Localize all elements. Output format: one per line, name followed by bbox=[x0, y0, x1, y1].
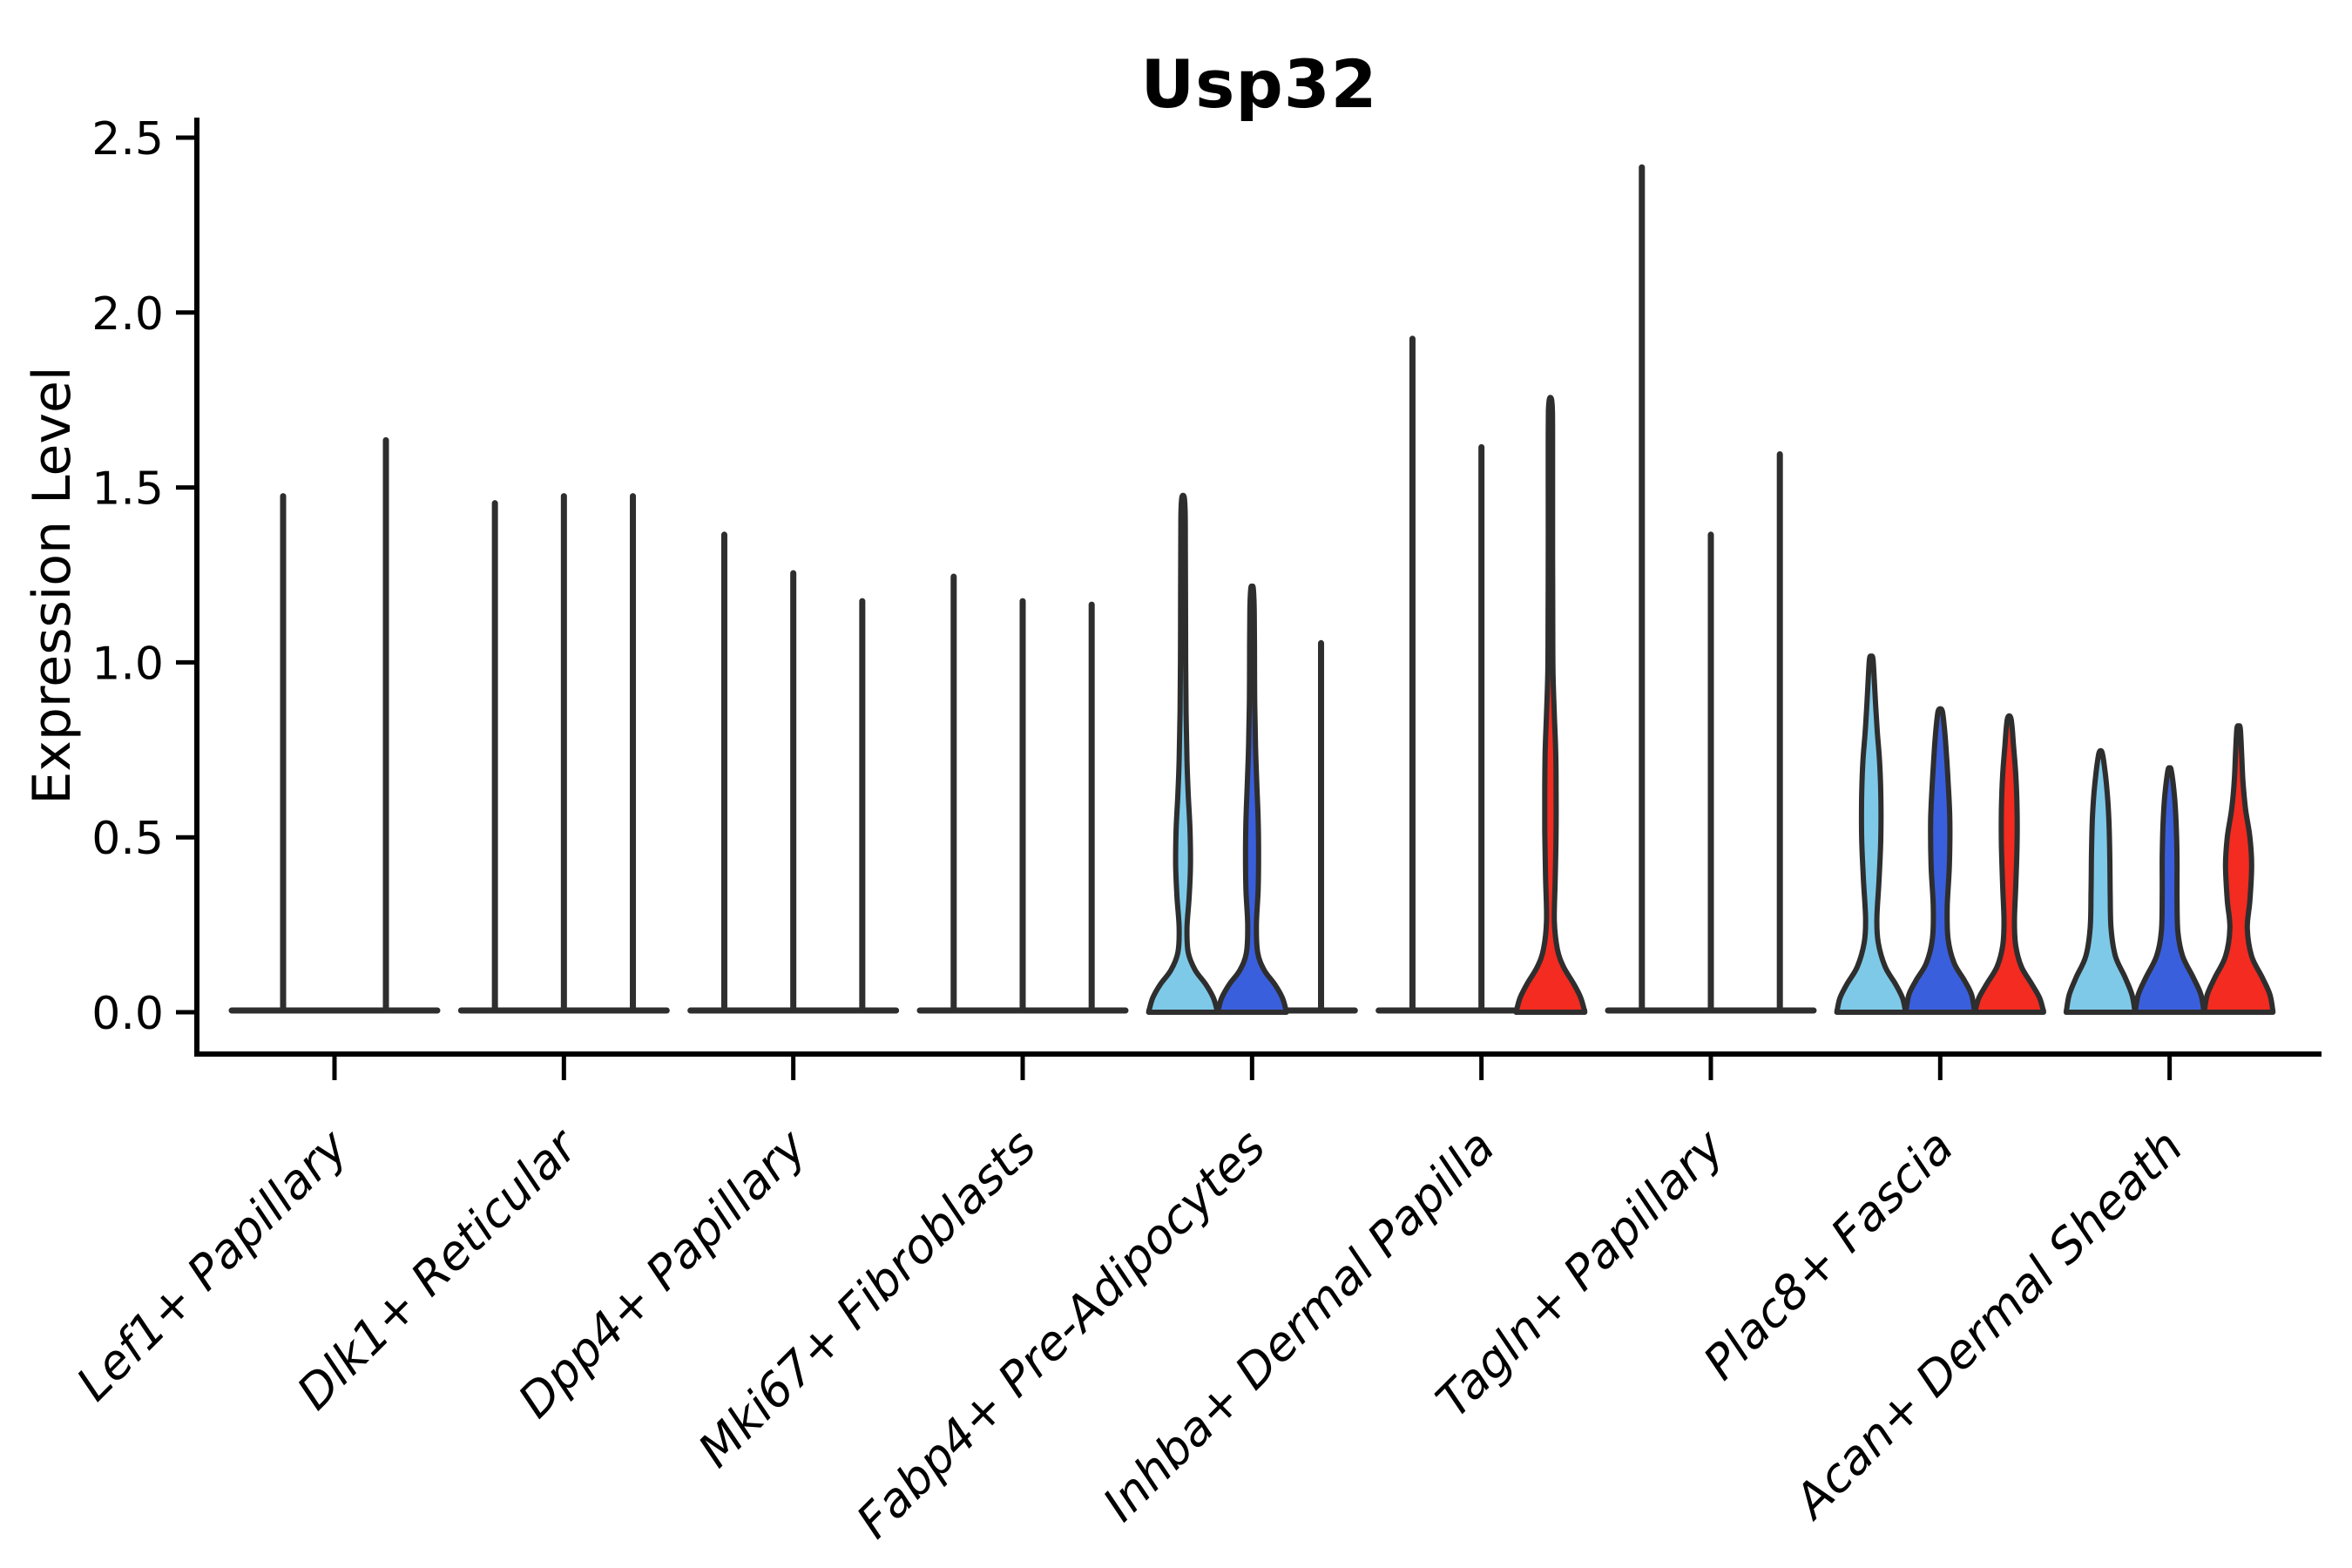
y-tick-label: 1.5 bbox=[91, 463, 164, 516]
violin-body-blue bbox=[2132, 765, 2207, 1015]
y-tick-label: 2.5 bbox=[91, 113, 164, 166]
y-tick-label: 0.0 bbox=[91, 988, 164, 1040]
y-axis-label: Expression Level bbox=[22, 366, 83, 805]
plot-title: Usp32 bbox=[1140, 45, 1378, 123]
y-tick-label: 0.5 bbox=[91, 813, 164, 865]
violin-body-blue bbox=[1214, 583, 1289, 1015]
violin-body-light_blue bbox=[1146, 492, 1220, 1015]
x-tick-label: Acan+ Dermal Sheath bbox=[1782, 1119, 2193, 1531]
x-tick-label: Inhba+ Dermal Papilla bbox=[1092, 1119, 1505, 1532]
y-tick-label: 1.0 bbox=[91, 638, 164, 690]
violin-body-light_blue bbox=[1834, 653, 1909, 1015]
x-tick-label: Fabp4+ Pre-Adipocytes bbox=[846, 1119, 1275, 1549]
y-tick-label: 2.0 bbox=[91, 288, 164, 341]
violin-body-red bbox=[2201, 723, 2276, 1015]
violin-body-red bbox=[1513, 395, 1588, 1015]
violin-body-blue bbox=[1903, 706, 1977, 1015]
violin-body-light_blue bbox=[2063, 747, 2138, 1015]
violin-body-red bbox=[1972, 713, 2046, 1015]
